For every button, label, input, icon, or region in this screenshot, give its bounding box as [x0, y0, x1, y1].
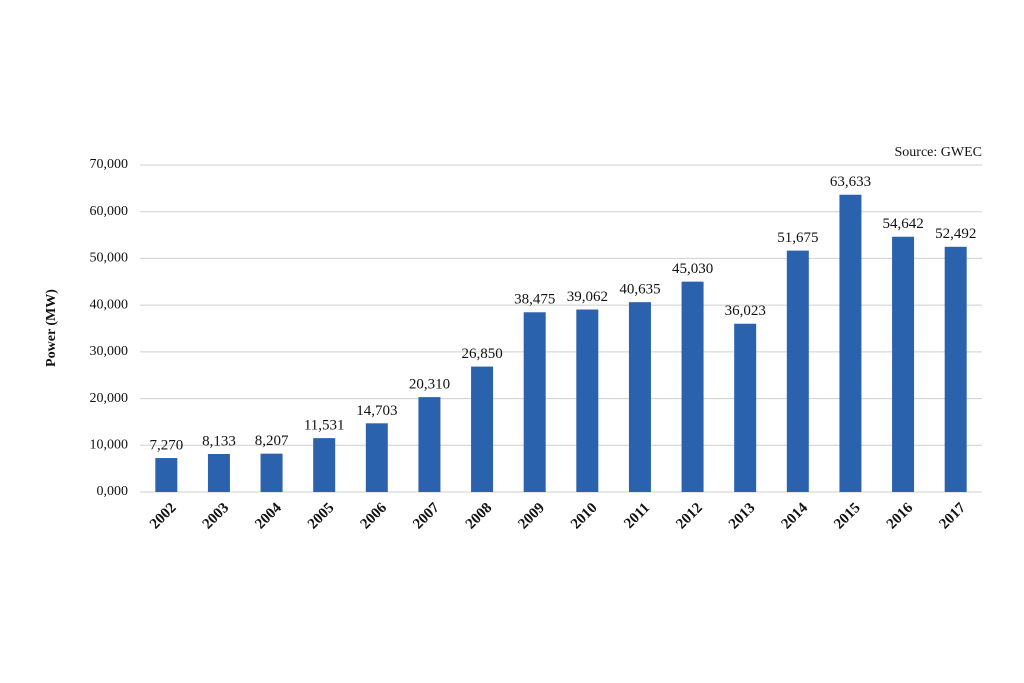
bar — [786, 250, 809, 492]
value-label: 8,133 — [202, 433, 236, 449]
bar — [576, 309, 599, 492]
bar — [839, 194, 862, 492]
value-label: 52,492 — [935, 226, 976, 242]
y-tick-label: 0,000 — [97, 484, 129, 499]
bar — [734, 323, 757, 492]
x-tick-label: 2009 — [515, 500, 548, 533]
y-tick-label: 40,000 — [90, 297, 129, 312]
y-axis-label: Power (MW) — [44, 289, 59, 367]
bar — [155, 458, 178, 492]
x-tick-label: 2003 — [200, 500, 233, 533]
y-tick-label: 60,000 — [90, 204, 129, 219]
x-tick-label: 2002 — [147, 500, 180, 533]
value-label: 7,270 — [149, 437, 183, 453]
y-tick-label: 10,000 — [90, 438, 129, 453]
y-tick-label: 70,000 — [90, 157, 129, 172]
x-tick-label: 2012 — [673, 500, 706, 533]
value-label: 54,642 — [882, 216, 923, 232]
bar — [523, 312, 546, 492]
x-tick-label: 2011 — [621, 500, 653, 532]
bar — [892, 236, 915, 492]
x-tick-label: 2014 — [779, 500, 812, 533]
value-label: 20,310 — [409, 377, 450, 393]
x-tick-label: 2004 — [252, 500, 285, 533]
x-tick-label: 2017 — [936, 500, 969, 533]
value-label: 63,633 — [830, 174, 871, 190]
value-label: 36,023 — [725, 303, 766, 319]
y-tick-label: 20,000 — [90, 391, 129, 406]
x-tick-label: 2006 — [358, 500, 391, 533]
bar — [207, 454, 230, 492]
bar — [944, 246, 967, 492]
bar — [260, 453, 283, 492]
y-tick-label: 30,000 — [90, 344, 129, 359]
value-label: 40,635 — [619, 282, 660, 298]
value-label: 51,675 — [777, 230, 818, 246]
bar — [471, 366, 494, 492]
x-tick-label: 2008 — [463, 500, 496, 533]
value-label: 45,030 — [672, 261, 713, 277]
x-tick-label: 2010 — [568, 500, 601, 533]
x-tick-label: 2007 — [410, 500, 443, 533]
value-label: 11,531 — [304, 418, 345, 434]
y-tick-label: 50,000 — [90, 251, 129, 266]
value-label: 26,850 — [461, 346, 502, 362]
bar — [313, 438, 336, 492]
x-tick-label: 2015 — [831, 500, 864, 533]
value-label: 8,207 — [255, 433, 289, 449]
x-tick-label: 2013 — [726, 500, 759, 533]
bar — [418, 397, 441, 492]
x-tick-label: 2005 — [305, 500, 338, 533]
value-label: 14,703 — [356, 403, 397, 419]
bar — [681, 281, 704, 492]
value-label: 38,475 — [514, 292, 555, 308]
source-note: Source: GWEC — [895, 145, 982, 160]
bar — [365, 423, 388, 492]
value-label: 39,062 — [567, 289, 608, 305]
bar — [628, 302, 651, 492]
x-tick-label: 2016 — [884, 500, 917, 533]
